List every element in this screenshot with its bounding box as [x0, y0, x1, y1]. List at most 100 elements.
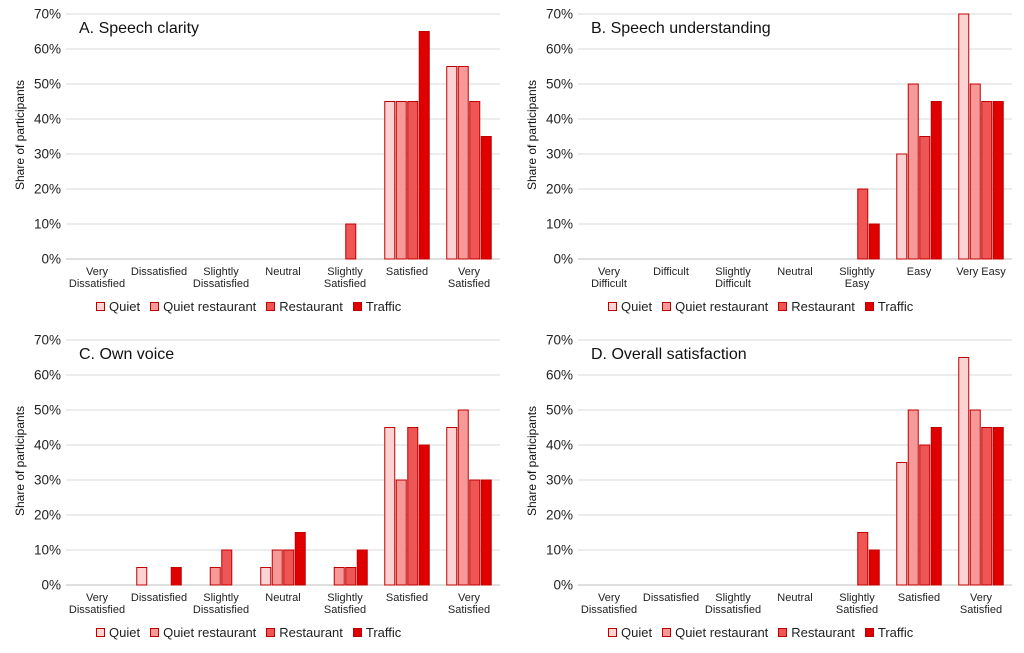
c-ytick-label: 60% — [34, 368, 61, 383]
b-ytick-label: 60% — [546, 42, 573, 57]
c-bar — [407, 427, 419, 586]
a-bar — [418, 31, 430, 260]
a-category-label: Dissatisfied — [131, 266, 187, 278]
a-ytick-label: 70% — [34, 7, 61, 22]
b-legend-item: Restaurant — [778, 299, 855, 314]
a-ytick-label: 60% — [34, 42, 61, 57]
c-ytick-label: 40% — [34, 438, 61, 453]
b-category-label: Very Difficult — [591, 266, 627, 290]
a-category-label: Slightly Satisfied — [324, 266, 366, 290]
c-ytick-label: 50% — [34, 403, 61, 418]
c-bar — [333, 567, 345, 586]
c-category-label: Slightly Satisfied — [324, 592, 366, 616]
b-ytick-label: 70% — [546, 7, 573, 22]
chart-a-title: A. Speech clarity — [79, 20, 200, 37]
c-ytick-label: 20% — [34, 508, 61, 523]
d-bar — [919, 444, 931, 586]
c-legend-item: Quiet — [96, 625, 140, 640]
a-legend-label: Restaurant — [279, 299, 343, 314]
b-category-label: Easy — [907, 266, 932, 278]
b-category-label: Very Easy — [956, 266, 1006, 278]
chart-panel-b: 0% 10% 20% 30% 40% 50% 60% 70% Very Difficult Diff… — [512, 0, 1024, 326]
b-ytick-label: 50% — [546, 77, 573, 92]
b-legend-label: Quiet restaurant — [675, 299, 769, 314]
d-bar — [868, 549, 880, 586]
a-legend-label: Quiet — [109, 299, 141, 314]
b-bar — [969, 83, 981, 260]
d-ytick-label: 20% — [546, 508, 573, 523]
d-legend-swatch — [662, 628, 672, 637]
a-bar — [480, 136, 492, 260]
b-bar — [981, 101, 993, 260]
d-category-label: Very Dissatisfied — [581, 592, 637, 616]
a-ytick-label: 10% — [34, 217, 61, 232]
c-bar — [457, 409, 469, 586]
a-category-label: Very Satisfied — [448, 266, 490, 290]
b-legend-label: Restaurant — [791, 299, 855, 314]
c-bar — [469, 479, 481, 586]
a-ytick-label: 40% — [34, 112, 61, 127]
a-legend-swatch — [96, 302, 105, 311]
b-bar — [857, 188, 869, 260]
c-bar — [294, 532, 306, 586]
d-legend-item: Restaurant — [778, 625, 855, 640]
b-ytick-label: 40% — [546, 112, 573, 127]
b-legend-swatch — [662, 302, 672, 311]
b-category-label: Difficult — [653, 266, 689, 278]
c-ytick-label: 10% — [34, 543, 61, 558]
a-legend-item: Quiet — [96, 299, 140, 314]
b-bar — [930, 101, 942, 260]
a-bar — [407, 101, 419, 260]
b-legend-label: Quiet — [621, 299, 653, 314]
chart-b-plot: 0% 10% 20% 30% 40% 50% 60% 70% Very Difficult Diff… — [546, 7, 1012, 290]
c-ytick-label: 0% — [41, 578, 61, 593]
a-category-label: Satisfied — [386, 266, 428, 278]
chart-panel-a: 0% 10% 20% 30% 40% 50% 60% 70% Very Dissatisfied D… — [0, 0, 512, 326]
d-legend-item: Traffic — [864, 625, 914, 640]
c-category-label: Neutral — [265, 592, 300, 604]
a-legend-item: Quiet restaurant — [150, 299, 256, 314]
c-legend-swatch — [150, 628, 160, 637]
c-bar — [384, 427, 396, 586]
b-bar — [896, 153, 908, 260]
chart-c-title: C. Own voice — [79, 346, 175, 363]
b-ytick-label: 20% — [546, 182, 573, 197]
b-ytick-label: 0% — [553, 252, 573, 267]
a-bar — [457, 66, 469, 260]
d-legend-label: Traffic — [877, 625, 914, 640]
c-bar — [480, 479, 492, 586]
a-bar — [446, 66, 458, 260]
c-bar — [356, 549, 368, 586]
c-legend-item: Quiet restaurant — [150, 625, 256, 640]
c-legend-swatch — [266, 628, 276, 637]
c-bar — [209, 567, 221, 586]
chart-a-ylabel: Share of participants — [13, 79, 27, 191]
a-category-label: Slightly Dissatisfied — [193, 266, 249, 290]
d-ytick-label: 10% — [546, 543, 573, 558]
a-bar — [395, 101, 407, 260]
chart-d-plot: 0% 10% 20% 30% 40% 50% 60% 70% Very Dissatisfied D… — [546, 333, 1012, 616]
chart-panel-c: 0% 10% 20% 30% 40% 50% 60% 70% Very Dissatisfied D… — [0, 326, 512, 652]
a-category-label: Very Dissatisfied — [69, 266, 125, 290]
chart-b-ylabel: Share of participants — [525, 79, 539, 191]
c-bar — [395, 479, 407, 586]
c-category-label: Satisfied — [386, 592, 428, 604]
a-legend-swatch — [150, 302, 160, 311]
d-category-label: Slightly Dissatisfied — [705, 592, 761, 616]
c-legend-label: Restaurant — [279, 625, 343, 640]
a-bar — [384, 101, 396, 260]
b-bar — [868, 223, 880, 260]
c-bar — [345, 567, 357, 586]
chart-d-legend: Quiet Quiet restaurant Restaurant Traffic — [608, 625, 913, 640]
c-category-label: Dissatisfied — [131, 592, 187, 604]
c-bar — [283, 549, 295, 586]
b-legend-item: Quiet restaurant — [662, 299, 768, 314]
b-legend-item: Quiet — [608, 299, 652, 314]
c-bar — [446, 427, 458, 586]
d-ytick-label: 30% — [546, 473, 573, 488]
a-bar — [469, 101, 481, 260]
d-ytick-label: 40% — [546, 438, 573, 453]
b-category-label: Slightly Difficult — [715, 266, 751, 290]
d-bar — [896, 462, 908, 586]
